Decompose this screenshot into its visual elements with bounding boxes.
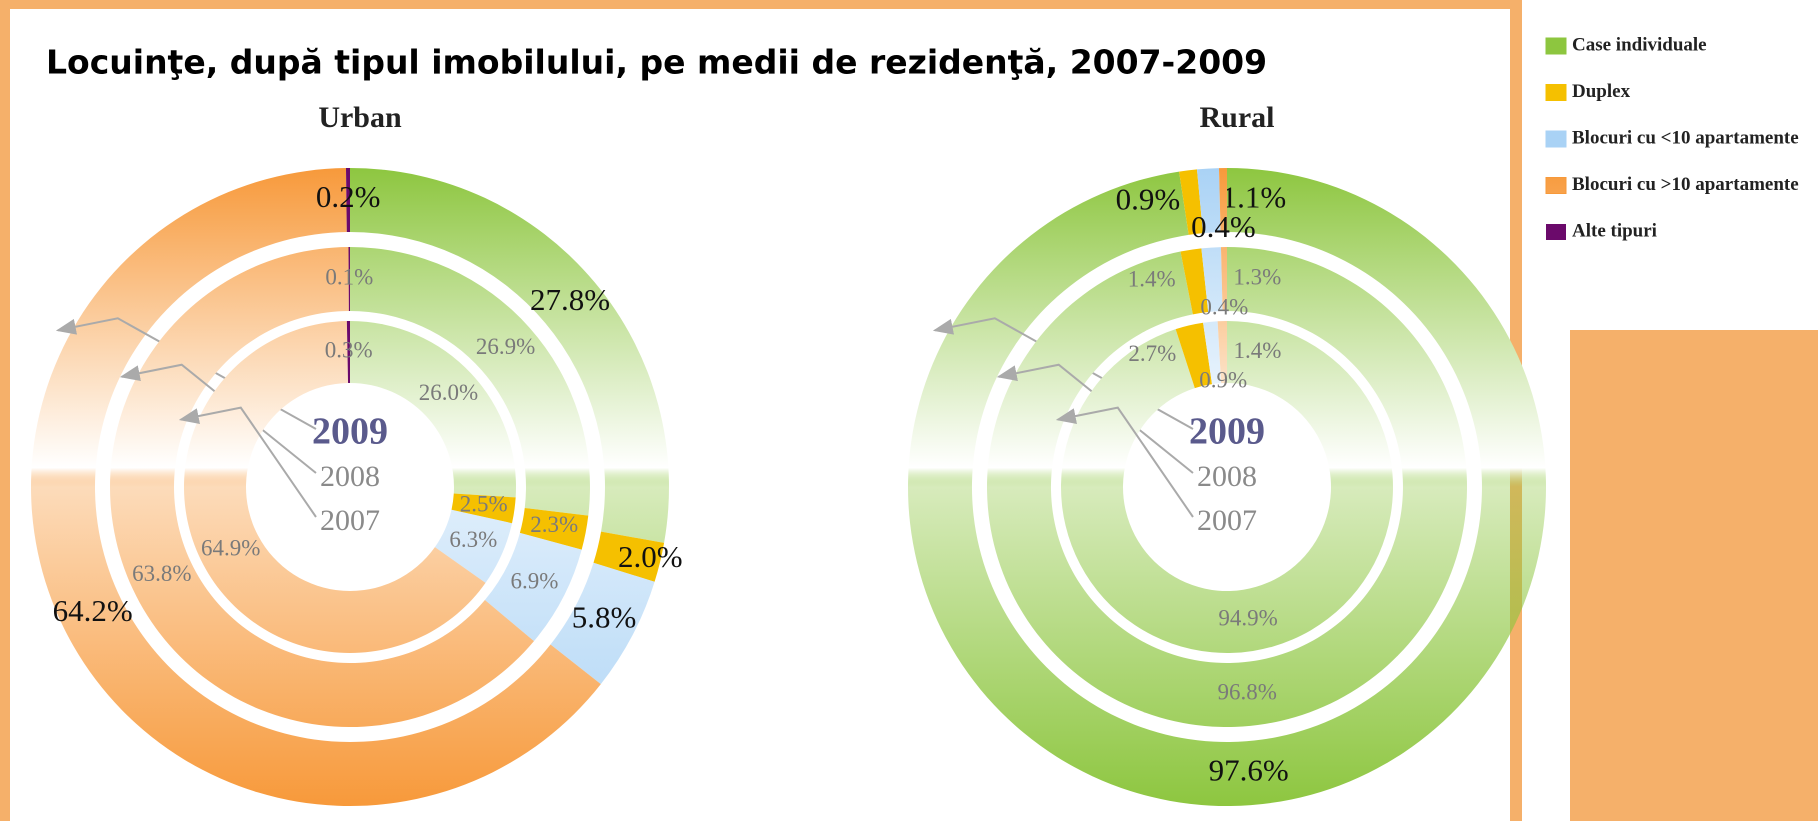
- ring-segment: [1217, 321, 1227, 384]
- ring-year-label: 2008: [1197, 460, 1257, 493]
- legend-background: [1522, 0, 1818, 330]
- ring-segment: [593, 531, 665, 582]
- ring-segment: [350, 168, 670, 543]
- ring-segment: [1179, 169, 1203, 235]
- data-label: 1.1%: [1222, 180, 1287, 215]
- legend-label: Duplex: [1572, 81, 1631, 102]
- data-label: 0.4%: [1200, 294, 1248, 319]
- data-label: 63.8%: [132, 561, 191, 586]
- leader-arrow: [1055, 406, 1194, 518]
- ring-year-label: 2009: [312, 411, 388, 453]
- ring-year-label: 2009: [1189, 411, 1265, 453]
- leader-arrow: [996, 363, 1194, 474]
- data-label: 96.8%: [1218, 679, 1277, 704]
- ring-segment: [1220, 247, 1227, 312]
- legend-label: Alte tipuri: [1572, 220, 1657, 241]
- subplot-title: Rural: [1200, 101, 1275, 134]
- ring-segment: [110, 247, 534, 727]
- ring-segment: [1201, 247, 1223, 313]
- ring-segment: [345, 168, 350, 233]
- data-label: 1.3%: [1233, 265, 1281, 290]
- ring-segment: [1060, 321, 1393, 653]
- data-label: 64.9%: [201, 535, 260, 560]
- ring-segment: [434, 509, 512, 583]
- ring-segment: [346, 321, 350, 384]
- data-label: 64.2%: [53, 593, 133, 628]
- legend-swatch: [1545, 84, 1567, 101]
- data-label: 6.3%: [449, 527, 497, 552]
- legend-swatch: [1546, 224, 1566, 240]
- data-label: 27.8%: [530, 282, 610, 317]
- ring-segment: [1180, 248, 1209, 315]
- data-label: 0.9%: [1116, 181, 1181, 216]
- ring-segment: [1196, 168, 1221, 234]
- ring-year-label: 2007: [1197, 504, 1257, 537]
- ring-year-label: 2007: [320, 504, 380, 537]
- ring-segment: [451, 493, 516, 524]
- data-label: 0.3%: [325, 337, 373, 362]
- ring-segment: [350, 321, 516, 498]
- ring-segment: [1203, 321, 1222, 385]
- data-label: 26.0%: [419, 380, 478, 405]
- data-label: 2.0%: [618, 539, 683, 574]
- ring-segment: [1175, 322, 1213, 389]
- legend-label: Case individuale: [1572, 34, 1707, 55]
- legend-label: Blocuri cu <10 apartamente: [1572, 127, 1799, 148]
- data-label: 6.9%: [510, 568, 558, 593]
- chart-title: Locuinţe, după tipul imobilului, pe medi…: [46, 43, 1267, 82]
- data-label: 0.9%: [1199, 367, 1247, 392]
- data-label: 0.2%: [316, 179, 381, 214]
- subplot-title: Urban: [318, 101, 402, 134]
- data-label: 94.9%: [1218, 606, 1277, 631]
- ring-segment: [350, 247, 590, 516]
- ring-year-label: 2008: [320, 460, 380, 493]
- ring-segment: [550, 562, 655, 685]
- ring-segment: [183, 321, 486, 654]
- ring-segment: [484, 532, 582, 642]
- data-label: 0.1%: [325, 264, 373, 289]
- data-label: 2.7%: [1128, 341, 1176, 366]
- ring-segment: [1218, 168, 1227, 233]
- legend-swatch: [1545, 37, 1567, 55]
- leader-arrow: [119, 363, 317, 474]
- legend-swatch: [1545, 177, 1567, 194]
- data-label: 5.8%: [572, 600, 637, 635]
- ring-segment: [348, 246, 350, 311]
- leader-arrow: [178, 406, 317, 518]
- legend-swatch: [1545, 130, 1567, 148]
- data-label: 0.4%: [1191, 209, 1256, 244]
- data-label: 97.6%: [1209, 752, 1289, 787]
- legend-label: Blocuri cu >10 apartamente: [1572, 174, 1799, 195]
- data-label: 26.9%: [476, 334, 535, 359]
- data-label: 1.4%: [1233, 338, 1281, 363]
- ring-segment: [519, 507, 589, 550]
- data-label: 2.3%: [530, 512, 578, 537]
- data-label: 1.4%: [1128, 267, 1176, 292]
- data-label: 2.5%: [460, 491, 508, 516]
